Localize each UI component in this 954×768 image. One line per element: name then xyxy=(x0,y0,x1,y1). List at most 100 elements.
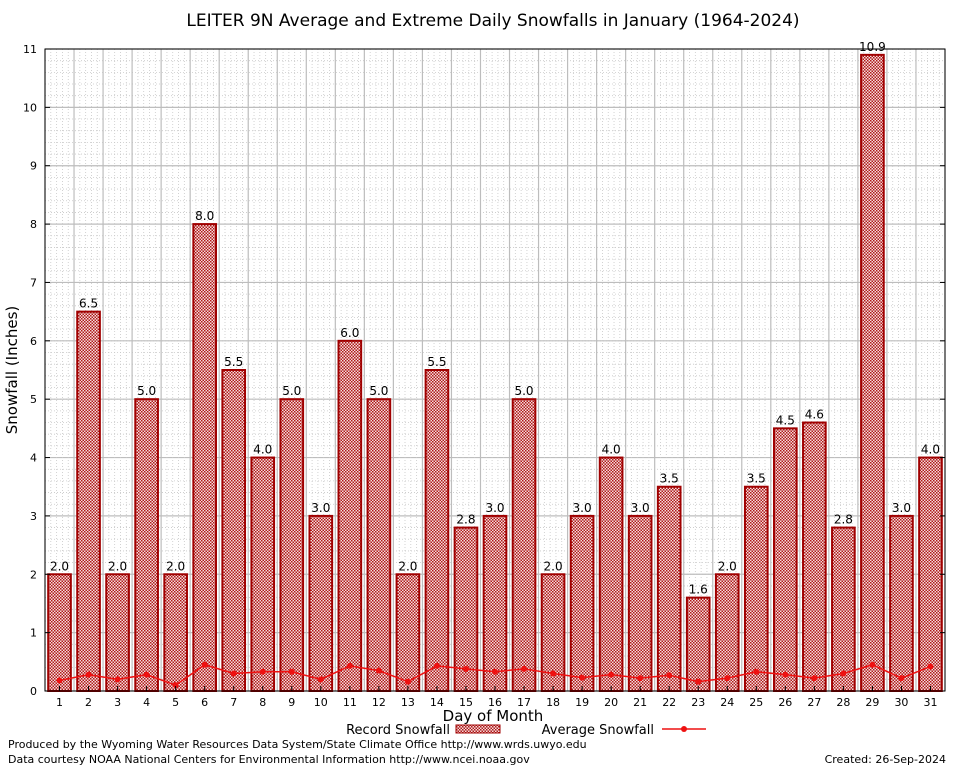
bar-value-label: 1.6 xyxy=(689,583,708,597)
average-point-day-24 xyxy=(724,675,731,682)
record-bar-day-17 xyxy=(511,398,537,692)
bar-value-label: 2.8 xyxy=(834,513,853,527)
y-tick-label: 8 xyxy=(30,218,37,231)
bar-value-label: 4.0 xyxy=(921,443,940,457)
record-bar-day-16 xyxy=(482,514,508,693)
bar-value-label: 5.0 xyxy=(282,384,301,398)
record-bar-day-24 xyxy=(714,573,740,692)
x-tick-label: 8 xyxy=(259,696,266,709)
legend-record-swatch xyxy=(455,724,501,734)
record-bar-day-29 xyxy=(860,53,885,692)
x-tick-label: 1 xyxy=(56,696,63,709)
y-tick-label: 6 xyxy=(30,335,37,348)
x-tick-label: 24 xyxy=(720,696,734,709)
average-point-day-20 xyxy=(608,671,615,678)
bar-value-label: 2.0 xyxy=(166,559,185,573)
average-point-day-2 xyxy=(85,671,92,678)
x-tick-label: 21 xyxy=(633,696,647,709)
x-tick-label: 23 xyxy=(691,696,705,709)
record-bar-day-8 xyxy=(250,456,276,692)
bar-value-label: 3.5 xyxy=(747,472,766,486)
x-tick-label: 2 xyxy=(85,696,92,709)
bar-value-label: 3.0 xyxy=(485,501,504,515)
x-tick-label: 7 xyxy=(230,696,237,709)
average-point-day-11 xyxy=(346,662,353,669)
bar-value-label: 2.0 xyxy=(718,559,737,573)
average-point-day-25 xyxy=(753,668,760,675)
x-tick-label: 11 xyxy=(343,696,357,709)
record-bar-day-22 xyxy=(656,485,682,692)
record-bar-day-13 xyxy=(395,573,421,692)
y-tick-label: 11 xyxy=(23,43,37,56)
x-tick-label: 29 xyxy=(865,696,879,709)
y-tick-label: 9 xyxy=(30,160,37,173)
bar-value-labels: 2.0 6.5 2.0 5.0 2.0 8.0 5.5 4.0 5.0 3.0 6.0 5.0 2.0 5… xyxy=(50,40,940,597)
bar-value-label: 6.5 xyxy=(79,297,98,311)
x-tick-label: 20 xyxy=(604,696,618,709)
record-bar-day-30 xyxy=(889,514,914,693)
footer-courtesy: Data courtesy NOAA National Centers for … xyxy=(8,753,530,766)
x-tick-label: 17 xyxy=(517,696,531,709)
average-point-day-15 xyxy=(462,665,469,672)
bar-value-label: 3.0 xyxy=(631,501,650,515)
chart-title: LEITER 9N Average and Extreme Daily Snow… xyxy=(186,11,799,31)
record-bar-day-6 xyxy=(192,223,218,692)
x-tick-label: 9 xyxy=(288,696,295,709)
average-point-day-30 xyxy=(898,675,905,682)
x-tick-label: 6 xyxy=(201,696,208,709)
average-point-day-5 xyxy=(172,682,179,689)
y-tick-label: 1 xyxy=(30,627,37,640)
record-bar-day-14 xyxy=(424,369,450,692)
x-tick-label: 5 xyxy=(172,696,179,709)
record-bar-day-12 xyxy=(366,398,392,692)
average-point-day-16 xyxy=(492,668,498,675)
bar-value-label: 2.0 xyxy=(50,559,69,573)
x-tick-label: 12 xyxy=(372,696,386,709)
bar-value-label: 5.0 xyxy=(137,384,156,398)
x-tick-label: 27 xyxy=(807,696,821,709)
average-point-day-18 xyxy=(550,670,557,677)
bar-value-label: 3.0 xyxy=(311,501,330,515)
record-bar-day-4 xyxy=(134,398,159,692)
record-bar-day-5 xyxy=(163,573,188,692)
record-bar-day-11 xyxy=(337,339,363,692)
bar-value-label: 2.0 xyxy=(108,559,127,573)
bar-value-label: 5.5 xyxy=(427,355,446,369)
record-bar-day-31 xyxy=(918,456,943,692)
x-tick-label: 30 xyxy=(894,696,908,709)
record-bar-day-3 xyxy=(105,573,130,692)
average-point-day-13 xyxy=(404,678,411,685)
bar-value-label: 3.0 xyxy=(573,501,592,515)
bar-value-label: 2.0 xyxy=(544,559,563,573)
average-point-day-1 xyxy=(56,677,63,684)
x-tick-label: 26 xyxy=(778,696,792,709)
x-tick-label: 18 xyxy=(546,696,560,709)
footer-producer: Produced by the Wyoming Water Resources … xyxy=(8,738,587,751)
record-bars xyxy=(47,53,943,693)
x-tick-label: 19 xyxy=(575,696,589,709)
record-bar-day-25 xyxy=(743,485,769,692)
average-point-day-23 xyxy=(695,678,702,685)
y-axis-label: Snowfall (Inches) xyxy=(3,306,21,434)
record-bar-day-2 xyxy=(76,310,101,692)
bar-value-label: 4.0 xyxy=(253,443,272,457)
record-bar-day-19 xyxy=(569,514,595,693)
y-tick-label: 0 xyxy=(30,685,37,698)
average-point-day-21 xyxy=(637,675,644,682)
bar-value-label: 5.5 xyxy=(224,355,243,369)
average-point-day-7 xyxy=(230,670,237,677)
bar-value-label: 5.0 xyxy=(514,384,533,398)
average-point-day-29 xyxy=(869,661,876,668)
bar-value-label: 4.6 xyxy=(805,408,824,422)
bar-value-label: 4.5 xyxy=(776,413,795,427)
x-tick-label: 31 xyxy=(923,696,937,709)
record-bar-day-28 xyxy=(831,526,856,693)
bar-value-label: 2.8 xyxy=(456,513,475,527)
bar-value-label: 5.0 xyxy=(369,384,388,398)
legend-record-label: Record Snowfall xyxy=(346,723,450,738)
x-tick-label: 4 xyxy=(143,696,150,709)
average-point-day-8 xyxy=(259,668,266,675)
average-line xyxy=(56,661,934,689)
legend-average-marker xyxy=(681,726,687,732)
average-point-day-31 xyxy=(927,663,934,670)
